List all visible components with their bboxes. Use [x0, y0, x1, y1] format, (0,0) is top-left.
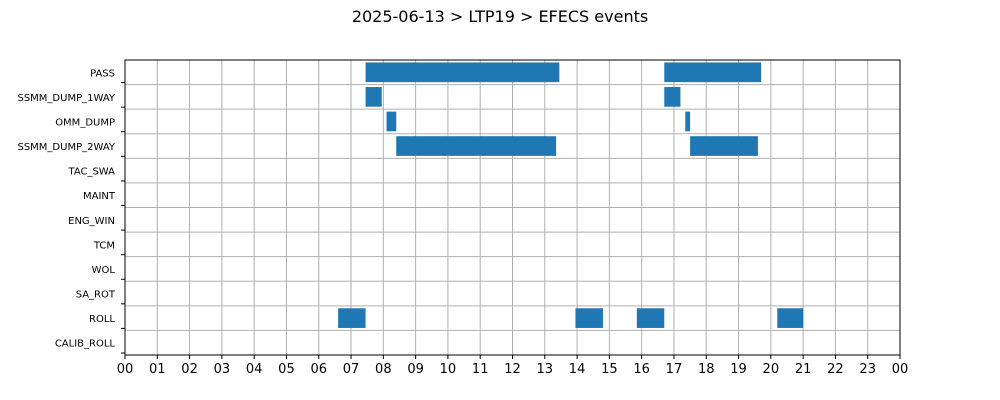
event-bar [365, 87, 382, 107]
plot-frame [124, 59, 901, 356]
y-tick-label: TAC_SWA [67, 167, 115, 178]
chart-title: 2025-06-13 > LTP19 > EFECS events [352, 7, 648, 26]
x-tick-label: 13 [537, 362, 554, 377]
y-axis: PASS SSMM_DUMP_1WAY OMM_DUMP SSMM_DUMP_2WAY… [17, 68, 125, 354]
x-axis: 00 01 02 03 04 05 06 07 08 09 10 11 12 13 14 15 16 17 18 19… [117, 355, 909, 377]
x-tick-label: 11 [472, 362, 489, 377]
event-bar [690, 136, 758, 156]
x-tick-label: 20 [763, 362, 780, 377]
x-tick-label: 15 [601, 362, 618, 377]
x-tick-label: 12 [504, 362, 521, 377]
x-tick-label: 08 [375, 362, 392, 377]
x-tick-label: 01 [149, 362, 166, 377]
event-bar [777, 308, 804, 328]
x-tick-label: 16 [633, 362, 650, 377]
x-tick-label: 06 [310, 362, 327, 377]
x-tick-label: 17 [666, 362, 683, 377]
event-bar [636, 308, 665, 328]
x-tick-label: 02 [181, 362, 198, 377]
x-tick-label: 00 [117, 362, 134, 377]
x-tick-label: 03 [214, 362, 231, 377]
y-tick-label: PASS [90, 68, 115, 79]
event-bar [575, 308, 603, 328]
event-bar [685, 111, 691, 132]
event-bar [664, 87, 681, 107]
x-tick-label: 23 [859, 362, 876, 377]
y-tick-label: SSMM_DUMP_1WAY [17, 93, 115, 104]
y-tick-label: ROLL [89, 314, 115, 325]
x-tick-label: 10 [440, 362, 457, 377]
x-tick-label: 19 [730, 362, 747, 377]
y-tick-label: CALIB_ROLL [55, 339, 116, 350]
event-bar [664, 62, 762, 83]
event-bar [338, 308, 366, 328]
x-tick-label: 21 [795, 362, 812, 377]
bars [338, 62, 804, 328]
x-tick-label: 00 [892, 362, 909, 377]
event-bar [396, 136, 557, 156]
y-tick-label: TCM [93, 240, 115, 251]
y-tick-label: ENG_WIN [68, 216, 115, 227]
y-tick-label: SSMM_DUMP_2WAY [17, 142, 115, 153]
y-tick-label: MAINT [83, 191, 116, 202]
x-tick-label: 09 [407, 362, 424, 377]
y-tick-label: WOL [92, 265, 116, 276]
x-tick-label: 22 [827, 362, 844, 377]
x-tick-label: 14 [569, 362, 586, 377]
x-tick-label: 07 [343, 362, 360, 377]
y-tick-label: OMM_DUMP [55, 117, 115, 128]
event-bar [365, 62, 560, 83]
event-bar [386, 111, 397, 132]
x-tick-label: 05 [278, 362, 295, 377]
x-tick-label: 04 [246, 362, 263, 377]
x-tick-label: 18 [698, 362, 715, 377]
y-tick-label: SA_ROT [76, 290, 116, 301]
